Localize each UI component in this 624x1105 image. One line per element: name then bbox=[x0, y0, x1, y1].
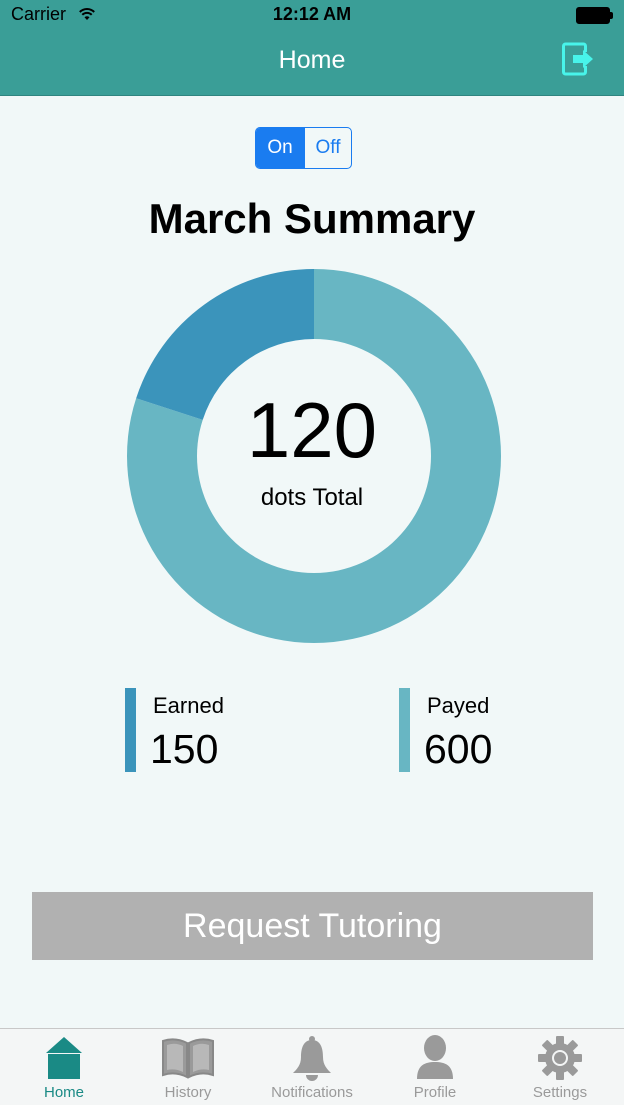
tab-history[interactable]: History bbox=[126, 1029, 250, 1105]
gear-icon bbox=[537, 1035, 583, 1086]
total-label: dots Total bbox=[260, 484, 364, 511]
toggle-off-option[interactable]: Off bbox=[304, 128, 351, 168]
payed-value: 600 bbox=[424, 726, 493, 772]
page-title: Home bbox=[278, 46, 346, 74]
toggle-on-option[interactable]: On bbox=[256, 128, 304, 168]
home-icon bbox=[46, 1035, 82, 1084]
total-value: 120 bbox=[246, 386, 378, 474]
earned-stat: Earned 150 bbox=[125, 688, 265, 778]
payed-stat: Payed 600 bbox=[399, 688, 539, 778]
tab-notifications-label: Notifications bbox=[271, 1084, 353, 1101]
battery-icon bbox=[576, 7, 613, 24]
earned-value: 150 bbox=[150, 726, 219, 772]
on-off-toggle[interactable]: On Off bbox=[255, 127, 352, 169]
donut-slice-payed bbox=[127, 269, 501, 643]
person-icon bbox=[415, 1035, 455, 1084]
carrier-label: Carrier bbox=[11, 4, 67, 24]
tab-home-label: Home bbox=[43, 1084, 84, 1101]
tab-home[interactable]: Home bbox=[2, 1029, 126, 1105]
tab-settings[interactable]: Settings bbox=[498, 1029, 622, 1105]
tab-profile-label: Profile bbox=[413, 1084, 457, 1101]
payed-color-bar bbox=[399, 688, 410, 772]
donut-slice-earned bbox=[136, 269, 314, 420]
payed-label: Payed bbox=[427, 693, 490, 718]
status-time: 12:12 AM bbox=[272, 4, 352, 24]
status-bar: Carrier 12:12 AM bbox=[0, 0, 624, 30]
request-tutoring-button[interactable]: Request Tutoring bbox=[32, 892, 593, 960]
donut-chart bbox=[127, 269, 501, 643]
bell-icon bbox=[289, 1035, 335, 1086]
logout-icon[interactable] bbox=[561, 40, 597, 80]
tab-bar: Home History Notifications bbox=[0, 1028, 624, 1105]
book-icon bbox=[161, 1035, 215, 1084]
navigation-header: Carrier 12:12 AM Home bbox=[0, 0, 624, 96]
summary-title: March Summary bbox=[148, 195, 476, 242]
tab-profile[interactable]: Profile bbox=[373, 1029, 497, 1105]
earned-label: Earned bbox=[153, 693, 224, 718]
wifi-icon bbox=[78, 5, 96, 26]
tab-notifications[interactable]: Notifications bbox=[250, 1029, 374, 1105]
tab-history-label: History bbox=[164, 1084, 212, 1101]
earned-color-bar bbox=[125, 688, 136, 772]
tab-settings-label: Settings bbox=[532, 1084, 588, 1101]
